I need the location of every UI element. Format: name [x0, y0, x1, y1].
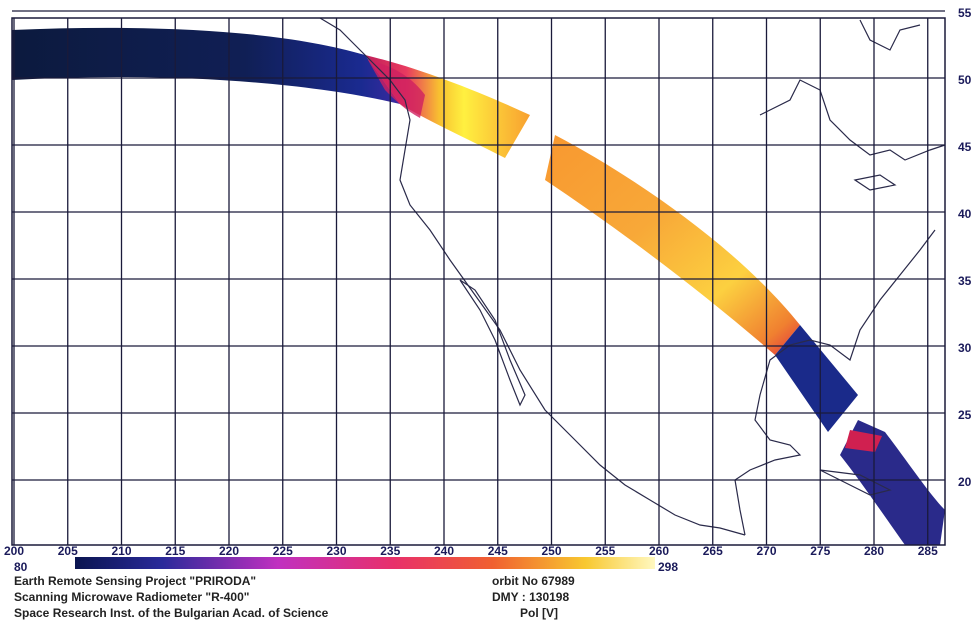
orbit: orbit No 67989	[492, 574, 575, 588]
lon-tick-label: 215	[165, 544, 185, 558]
lon-tick-label: 260	[649, 544, 669, 558]
lat-tick-label: 55	[958, 6, 972, 20]
lat-tick-label: 45	[958, 140, 972, 154]
lon-tick-label: 220	[219, 544, 239, 558]
swath-segment	[12, 28, 400, 104]
colorbar-max: 298	[658, 560, 678, 574]
graticule	[12, 11, 945, 545]
project: Earth Remote Sensing Project "PRIRODA"	[14, 574, 256, 588]
lon-tick-label: 230	[326, 544, 346, 558]
lon-tick-label: 285	[918, 544, 938, 558]
map-figure: 200 205 210 215 220 225 230 235 240 245 250 255 260 2…	[0, 0, 979, 626]
lon-tick-label: 250	[541, 544, 561, 558]
lon-tick-label: 200	[4, 544, 24, 558]
lat-tick-label: 40	[958, 207, 972, 221]
lat-tick-label: 25	[958, 408, 972, 422]
swath-segment	[545, 135, 800, 355]
lon-tick-label: 225	[273, 544, 293, 558]
lon-tick-label: 210	[111, 544, 131, 558]
coastline	[460, 280, 525, 405]
lat-tick-label: 35	[958, 274, 972, 288]
lon-tick-label: 265	[703, 544, 723, 558]
instrument: Scanning Microwave Radiometer "R-400"	[14, 590, 249, 604]
polarization: Pol [V]	[520, 606, 558, 620]
date: DMY : 130198	[492, 590, 569, 604]
lon-tick-label: 235	[380, 544, 400, 558]
lon-tick-label: 255	[595, 544, 615, 558]
lon-tick-label: 240	[434, 544, 454, 558]
coastline	[860, 20, 920, 50]
lon-tick-label: 245	[488, 544, 508, 558]
coastline	[855, 175, 895, 190]
lon-tick-label: 280	[864, 544, 884, 558]
colorbar-min: 80	[14, 560, 28, 574]
coastline	[760, 80, 945, 160]
lat-tick-label: 30	[958, 341, 972, 355]
lon-tick-label: 205	[58, 544, 78, 558]
swath	[12, 28, 945, 545]
lon-tick-label: 275	[810, 544, 830, 558]
lat-tick-label: 20	[958, 475, 972, 489]
lon-tick-label: 270	[756, 544, 776, 558]
institute: Space Research Inst. of the Bulgarian Ac…	[14, 606, 329, 620]
lat-tick-label: 50	[958, 73, 972, 87]
colorbar	[75, 557, 655, 569]
tick-labels: 200 205 210 215 220 225 230 235 240 245 250 255 260 2…	[4, 6, 972, 558]
